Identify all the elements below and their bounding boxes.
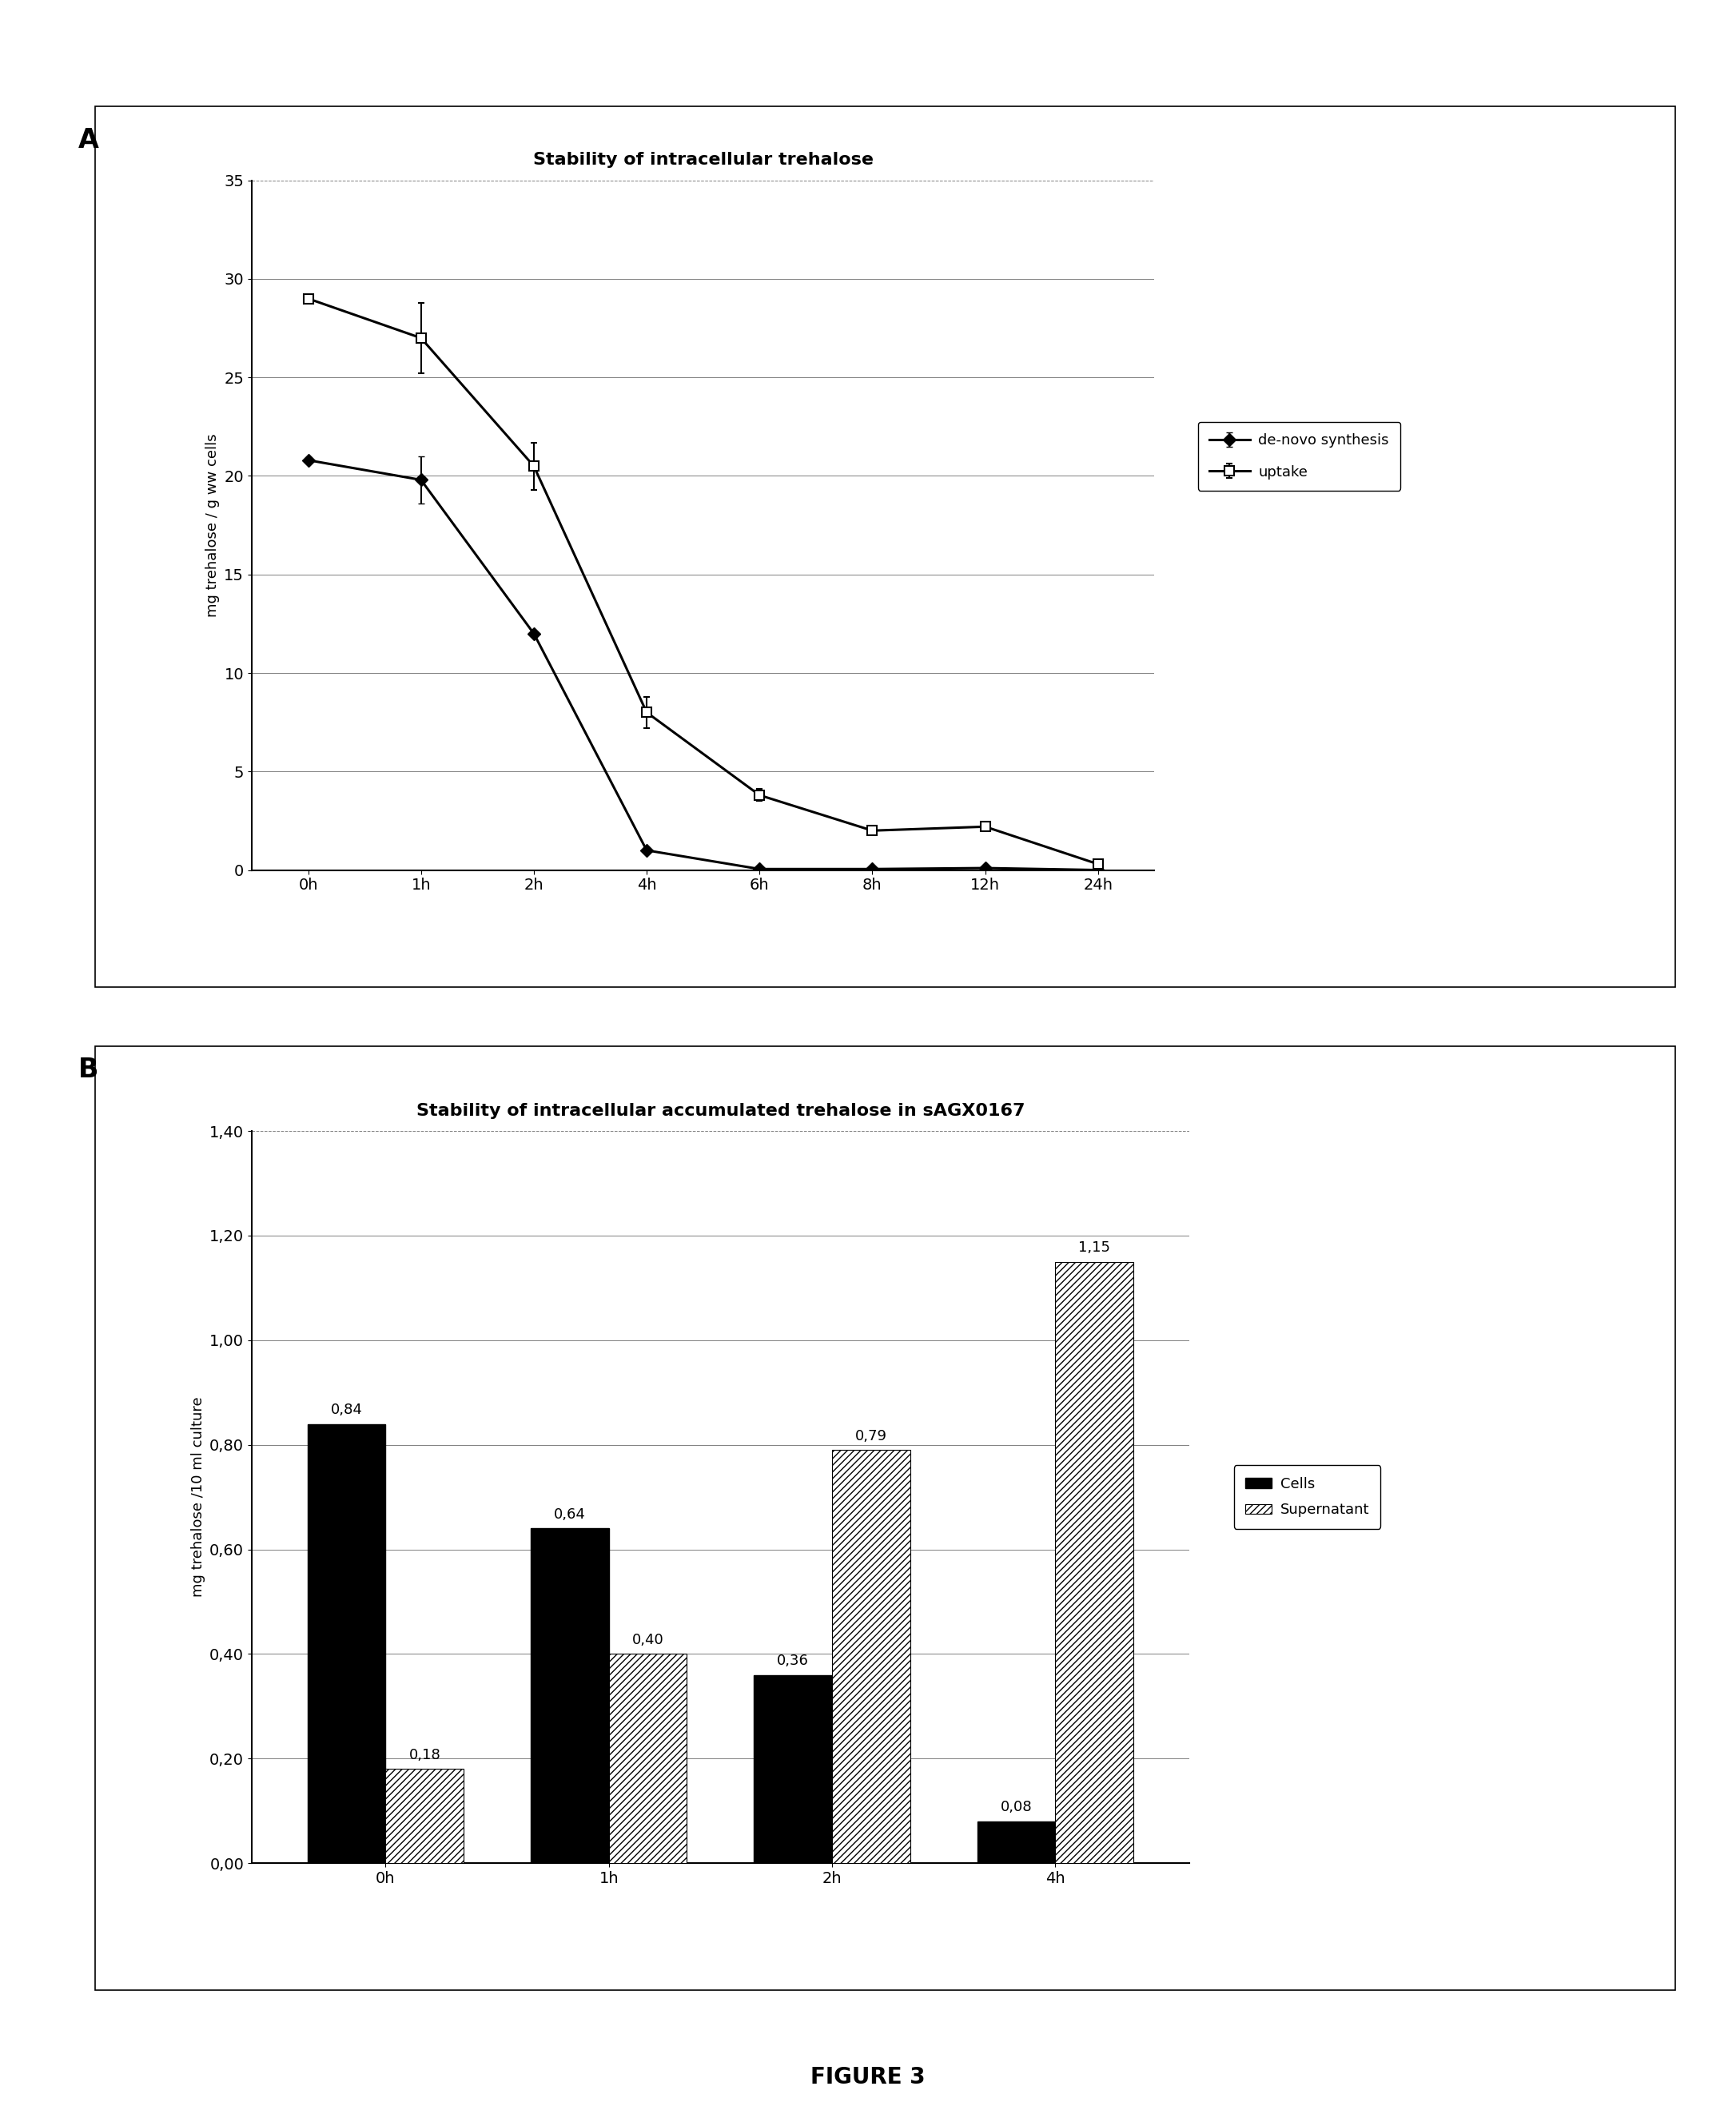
Text: 1,15: 1,15 <box>1078 1241 1111 1254</box>
Text: 0,36: 0,36 <box>778 1653 809 1668</box>
Text: 0,64: 0,64 <box>554 1507 585 1521</box>
Bar <box>832 1449 910 1863</box>
Bar <box>531 1528 609 1863</box>
Bar <box>609 1653 687 1863</box>
Text: A: A <box>78 127 99 153</box>
Y-axis label: mg trehalose / g ww cells: mg trehalose / g ww cells <box>205 433 220 618</box>
Bar <box>977 1821 1055 1863</box>
Legend: de-novo synthesis, uptake: de-novo synthesis, uptake <box>1198 422 1401 490</box>
Bar <box>385 1770 464 1863</box>
Text: 0,40: 0,40 <box>632 1632 663 1647</box>
Text: 0,18: 0,18 <box>408 1749 441 1761</box>
Bar <box>1055 1263 1134 1863</box>
Text: FIGURE 3: FIGURE 3 <box>811 2067 925 2088</box>
Title: Stability of intracellular trehalose: Stability of intracellular trehalose <box>533 153 873 168</box>
Title: Stability of intracellular accumulated trehalose in sAGX0167: Stability of intracellular accumulated t… <box>417 1103 1024 1118</box>
Text: 0,08: 0,08 <box>1000 1799 1031 1814</box>
Bar <box>753 1674 832 1863</box>
Text: 0,84: 0,84 <box>330 1403 363 1417</box>
Legend: Cells, Supernatant: Cells, Supernatant <box>1234 1466 1380 1528</box>
Text: B: B <box>78 1057 99 1082</box>
Bar <box>307 1424 385 1863</box>
Text: 0,79: 0,79 <box>856 1428 887 1443</box>
Y-axis label: mg trehalose /10 ml culture: mg trehalose /10 ml culture <box>191 1396 205 1598</box>
